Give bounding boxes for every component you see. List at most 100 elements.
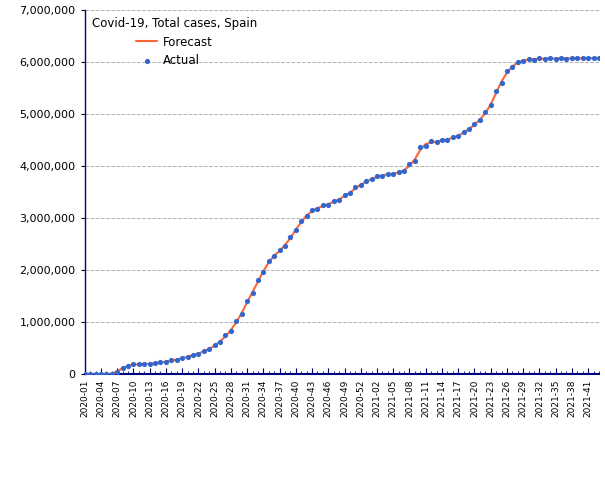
Actual — [258, 268, 268, 276]
Actual — [232, 317, 241, 325]
Actual — [416, 144, 425, 151]
Forecast — [81, 372, 88, 377]
Actual — [448, 133, 457, 141]
Actual — [459, 128, 468, 136]
Actual — [361, 177, 371, 185]
Actual — [280, 242, 290, 250]
Forecast — [357, 182, 364, 188]
Actual — [405, 160, 414, 168]
Actual — [442, 136, 452, 144]
Actual — [113, 368, 122, 375]
Actual — [226, 327, 236, 335]
Actual — [335, 196, 344, 204]
Actual — [540, 55, 550, 63]
Actual — [469, 120, 479, 128]
Legend: Forecast, Actual: Forecast, Actual — [88, 13, 261, 71]
Actual — [508, 63, 517, 71]
Actual — [210, 341, 220, 349]
Actual — [155, 359, 165, 366]
Forecast — [595, 55, 603, 61]
Actual — [129, 360, 139, 368]
Actual — [497, 79, 506, 86]
Actual — [199, 347, 209, 355]
Actual — [578, 54, 587, 62]
Actual — [80, 371, 90, 378]
Actual — [583, 54, 593, 62]
Actual — [194, 350, 203, 358]
Actual — [139, 360, 149, 368]
Actual — [551, 55, 560, 62]
Forecast — [227, 327, 235, 333]
Actual — [399, 167, 409, 174]
Actual — [85, 371, 95, 378]
Actual — [318, 201, 328, 209]
Forecast — [151, 360, 159, 366]
Actual — [215, 338, 225, 346]
Actual — [372, 172, 382, 180]
Actual — [134, 360, 143, 368]
Actual — [491, 87, 501, 95]
Actual — [421, 142, 431, 150]
Actual — [123, 362, 133, 370]
Actual — [302, 212, 312, 220]
Actual — [561, 55, 571, 62]
Actual — [432, 139, 442, 146]
Actual — [427, 137, 436, 145]
Actual — [118, 364, 128, 372]
Actual — [388, 170, 398, 178]
Actual — [502, 68, 512, 75]
Actual — [594, 54, 604, 62]
Actual — [204, 346, 214, 353]
Actual — [378, 172, 387, 180]
Actual — [513, 58, 523, 66]
Forecast — [552, 56, 559, 61]
Actual — [350, 183, 360, 191]
Forecast — [303, 213, 310, 218]
Actual — [464, 125, 474, 133]
Actual — [535, 55, 545, 62]
Actual — [237, 310, 246, 318]
Actual — [183, 353, 192, 361]
Actual — [91, 371, 100, 378]
Actual — [486, 101, 495, 109]
Actual — [356, 181, 365, 189]
Actual — [329, 197, 339, 204]
Actual — [518, 57, 528, 65]
Actual — [221, 332, 231, 339]
Actual — [172, 356, 182, 363]
Actual — [437, 136, 447, 144]
Actual — [572, 55, 582, 62]
Actual — [545, 54, 555, 62]
Actual — [296, 217, 306, 225]
Actual — [275, 246, 284, 254]
Actual — [166, 356, 176, 364]
Actual — [589, 54, 598, 62]
Actual — [145, 360, 154, 368]
Actual — [529, 56, 539, 63]
Actual — [286, 233, 295, 240]
Line: Forecast: Forecast — [85, 58, 599, 374]
Actual — [410, 157, 420, 165]
Actual — [524, 55, 534, 63]
Actual — [345, 189, 355, 197]
Actual — [394, 168, 404, 176]
Actual — [383, 170, 393, 178]
Actual — [102, 370, 111, 378]
Actual — [247, 289, 257, 297]
Actual — [107, 370, 117, 377]
Actual — [291, 226, 301, 234]
Actual — [307, 206, 317, 214]
Actual — [253, 276, 263, 284]
Actual — [161, 358, 171, 366]
Actual — [367, 176, 376, 183]
Actual — [475, 116, 485, 124]
Actual — [150, 359, 160, 367]
Actual — [339, 192, 349, 199]
Actual — [453, 132, 463, 140]
Actual — [188, 351, 198, 359]
Actual — [324, 201, 333, 209]
Actual — [242, 297, 252, 305]
Actual — [567, 54, 577, 62]
Actual — [313, 205, 322, 213]
Forecast — [341, 193, 348, 199]
